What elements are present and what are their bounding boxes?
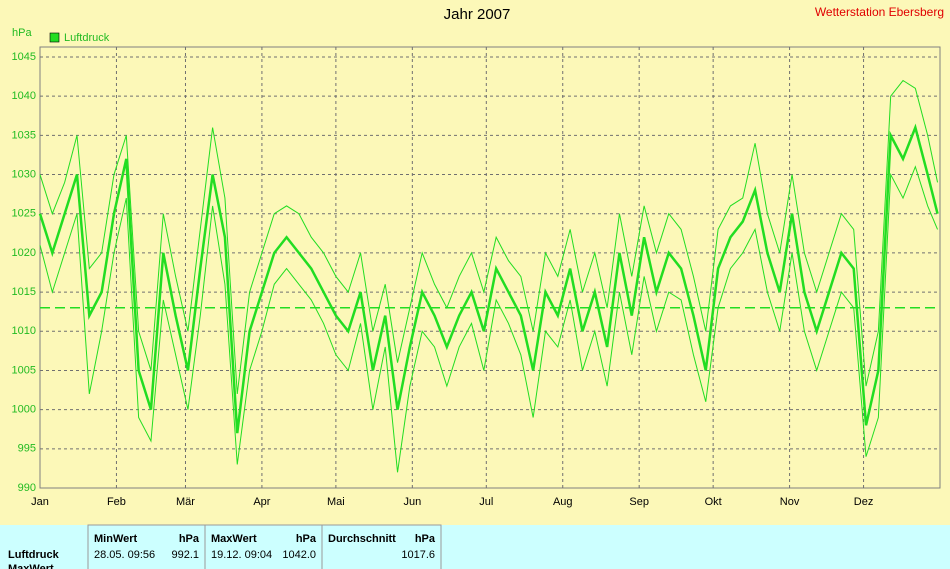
x-tick-label: Aug (553, 496, 573, 508)
data-line (38, 123, 939, 434)
legend-swatch (49, 32, 60, 43)
y-tick-label: 1005 (12, 364, 36, 376)
y-tick-label: 1010 (12, 325, 36, 337)
x-tick-label: Mär (176, 496, 195, 508)
plot-area (39, 46, 941, 489)
cell-date: 19.12. 09:04 (211, 549, 272, 561)
y-tick-label: 1020 (12, 247, 36, 259)
cell-value: 1042.0 (282, 549, 316, 561)
table-header: Durchschnitt (328, 533, 396, 545)
y-tick-label: 1045 (12, 51, 36, 63)
x-tick-label: Sep (629, 496, 649, 508)
x-tick-label: Apr (253, 496, 270, 508)
legend-label: Luftdruck (64, 32, 110, 44)
table-cell (321, 524, 442, 569)
x-tick-label: Jul (479, 496, 493, 508)
x-tick-label: Nov (780, 496, 800, 508)
x-tick-label: Jun (403, 496, 421, 508)
data-line (39, 79, 939, 395)
table-header: MaxWert (211, 533, 257, 545)
x-tick-label: Okt (705, 496, 722, 508)
station-name: Wetterstation Ebersberg (815, 5, 944, 19)
cell-value: 1017.6 (401, 549, 435, 561)
y-tick-label: 1025 (12, 208, 36, 220)
y-tick-label: 1040 (12, 90, 36, 102)
row-label: Luftdruck (8, 549, 60, 561)
table-header-unit: hPa (296, 533, 317, 545)
y-tick-label: 1015 (12, 286, 36, 298)
table-background (0, 525, 950, 569)
x-tick-label: Mai (327, 496, 345, 508)
y-tick-label: 1000 (12, 404, 36, 416)
data-line (39, 165, 938, 473)
x-tick-label: Dez (854, 496, 874, 508)
y-tick-label: 995 (18, 443, 36, 455)
y-tick-label: 990 (18, 482, 36, 494)
y-tick-label: 1035 (12, 129, 36, 141)
table-header: MinWert (94, 533, 138, 545)
y-tick-label: 1030 (12, 168, 36, 180)
cell-value: 992.1 (171, 549, 199, 561)
x-tick-label: Feb (107, 496, 126, 508)
row-label: MaxWert (8, 563, 54, 569)
x-tick-label: Jan (31, 496, 49, 508)
y-axis-label: hPa (12, 27, 32, 39)
cell-date: 28.05. 09:56 (94, 549, 155, 561)
table-header-unit: hPa (179, 533, 200, 545)
chart-title: Jahr 2007 (444, 6, 511, 23)
table-header-unit: hPa (415, 533, 436, 545)
